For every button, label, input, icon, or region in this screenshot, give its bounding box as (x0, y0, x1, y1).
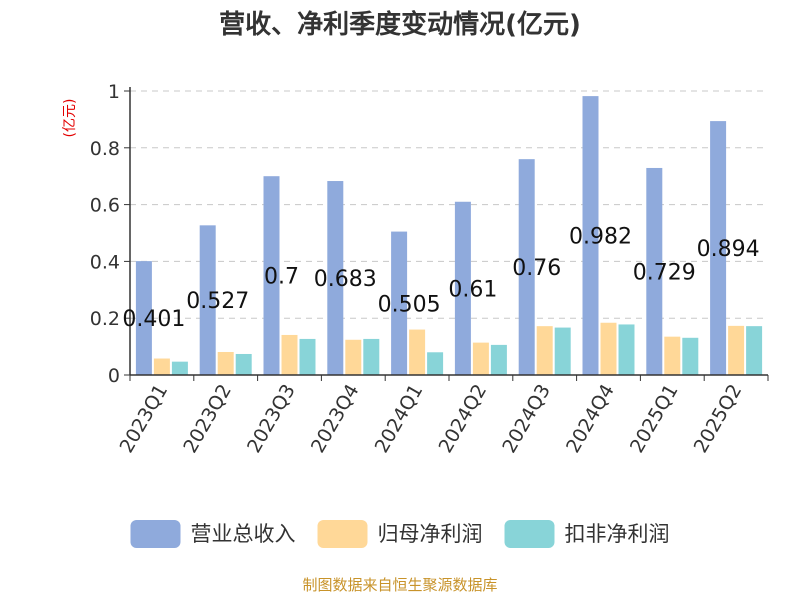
legend-label: 扣非净利润 (565, 522, 670, 546)
bar-2023Q1-2 (153, 358, 170, 375)
bar-2023Q2-2 (217, 351, 234, 375)
data-label: 0.505 (378, 292, 441, 317)
bar-2024Q1-3 (427, 352, 444, 375)
legend-label: 归母净利润 (378, 522, 483, 546)
x-tick-label: 2025Q1 (626, 381, 683, 457)
bar-2025Q1-1 (646, 167, 663, 375)
legend[interactable]: 营业总收入 归母净利润 扣非净利润 (130, 520, 670, 548)
chart-title: 营收、净利季度变动情况(亿元) (219, 9, 581, 40)
data-label: 0.7 (264, 265, 299, 290)
axes (129, 87, 768, 376)
data-label: 0.61 (448, 277, 497, 302)
y-tick-label: 0.2 (90, 308, 120, 330)
bar-2024Q3-2 (536, 326, 553, 375)
y-tick-label: 1 (108, 81, 120, 103)
bar-2023Q3-1 (263, 176, 280, 375)
y-axis-unit-label: (亿元) (62, 99, 78, 138)
data-label: 0.729 (633, 260, 696, 285)
legend-swatch (504, 520, 555, 548)
y-tick-label: 0.4 (90, 251, 120, 273)
legend-label: 营业总收入 (191, 522, 296, 546)
x-tick-label: 2024Q4 (562, 381, 619, 457)
x-tick-label: 2024Q3 (498, 381, 555, 457)
bar-2024Q4-1 (582, 96, 599, 375)
legend-item[interactable]: 扣非净利润 (504, 520, 670, 548)
y-tick-label: 0.6 (90, 195, 120, 217)
x-tick-label: 2023Q3 (243, 381, 300, 457)
data-label: 0.894 (697, 237, 760, 262)
bar-2024Q2-1 (454, 201, 471, 375)
data-label: 0.401 (122, 307, 185, 332)
bar-2023Q3-3 (299, 338, 316, 375)
data-label: 0.982 (569, 225, 632, 250)
bar-2025Q2-2 (728, 325, 745, 375)
bar-2025Q2-1 (710, 121, 727, 375)
legend-item[interactable]: 归母净利润 (317, 520, 483, 548)
bar-2024Q3-3 (554, 327, 571, 375)
bar-2023Q1-1 (135, 261, 152, 375)
data-label: 0.683 (314, 267, 377, 292)
bar-2023Q2-1 (199, 225, 216, 375)
data-label: 0.527 (186, 289, 249, 314)
bar-2024Q4-3 (618, 324, 635, 375)
x-tick-label: 2025Q2 (690, 381, 747, 457)
bar-2024Q1-2 (409, 329, 426, 375)
bar-2024Q2-3 (490, 344, 507, 375)
bar-2023Q1-3 (171, 361, 188, 375)
y-tick-label: 0.8 (90, 138, 120, 160)
bar-2024Q3-1 (518, 159, 535, 375)
x-tick-label: 2024Q2 (434, 381, 491, 457)
y-tick-label: 0 (108, 365, 120, 387)
bar-2025Q2-3 (746, 326, 763, 375)
bars (135, 96, 763, 375)
bar-2023Q3-2 (281, 334, 298, 375)
bar-2024Q4-2 (600, 322, 617, 375)
legend-swatch (317, 520, 368, 548)
bar-2023Q4-3 (363, 338, 380, 375)
bar-2023Q4-1 (327, 181, 344, 375)
x-tick-label: 2023Q2 (179, 381, 236, 457)
x-tick-label: 2023Q4 (307, 381, 364, 457)
bar-2023Q2-3 (235, 353, 252, 375)
x-axis-ticks: 2023Q1 2023Q2 2023Q3 2023Q4 2024Q1 2024Q2 2024… (115, 375, 769, 457)
x-tick-label: 2024Q1 (371, 381, 428, 457)
bar-2024Q1-1 (391, 231, 408, 375)
legend-swatch (130, 520, 181, 548)
data-label: 0.76 (512, 256, 561, 281)
bar-2024Q2-2 (472, 342, 489, 375)
source-note: 制图数据来自恒生聚源数据库 (302, 576, 497, 594)
bar-2023Q4-2 (345, 339, 362, 375)
legend-item[interactable]: 营业总收入 (130, 520, 296, 548)
bar-2025Q1-2 (664, 336, 681, 375)
y-axis-ticks: 0 0.2 0.4 0.6 0.8 1 (90, 81, 130, 387)
x-tick-label: 2023Q1 (115, 381, 172, 457)
bar-2025Q1-3 (682, 337, 699, 375)
